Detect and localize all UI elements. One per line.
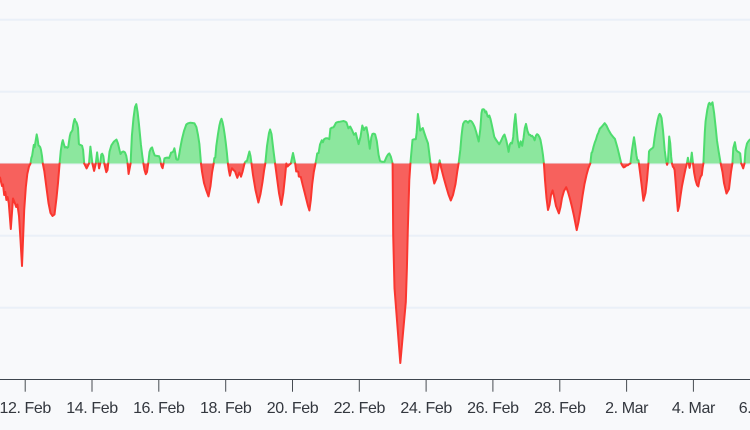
svg-text:12. Feb: 12. Feb <box>0 400 51 417</box>
svg-text:26. Feb: 26. Feb <box>467 400 519 417</box>
svg-text:28. Feb: 28. Feb <box>534 400 586 417</box>
svg-text:24. Feb: 24. Feb <box>400 400 452 417</box>
svg-text:4. Mar: 4. Mar <box>672 400 716 417</box>
svg-text:20. Feb: 20. Feb <box>267 400 319 417</box>
svg-text:22. Feb: 22. Feb <box>334 400 386 417</box>
svg-text:2. Mar: 2. Mar <box>605 400 649 417</box>
svg-text:6. Mar: 6. Mar <box>739 400 750 417</box>
svg-text:14. Feb: 14. Feb <box>66 400 118 417</box>
svg-text:18. Feb: 18. Feb <box>200 400 252 417</box>
svg-text:16. Feb: 16. Feb <box>133 400 185 417</box>
